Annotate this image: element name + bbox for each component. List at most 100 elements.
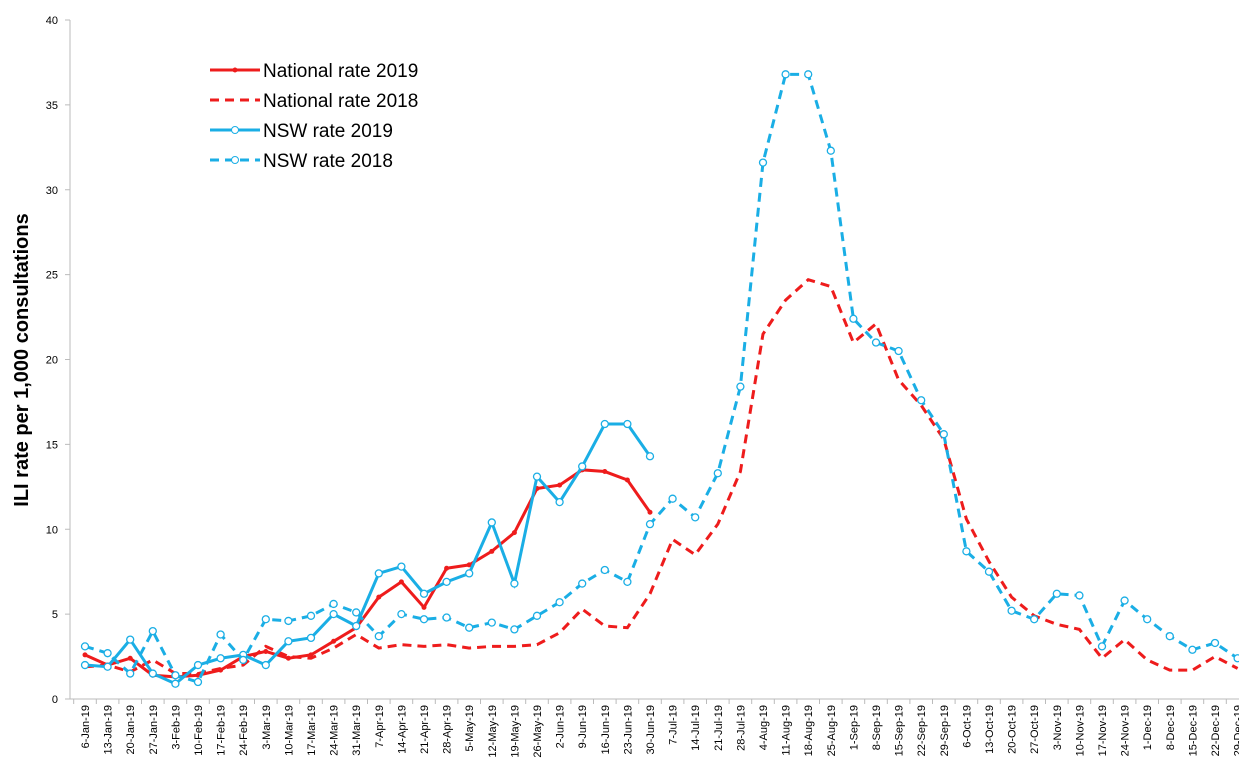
- point: [306, 633, 316, 643]
- x-tick-label: 15-Sep-19: [894, 705, 906, 756]
- x-tick-label: 28-Jul-19: [735, 705, 747, 751]
- point: [148, 669, 157, 678]
- y-axis-label: ILI rate per 1,000 consultations: [11, 213, 33, 506]
- series-line: [84, 422, 652, 686]
- point: [578, 462, 587, 471]
- point: [419, 589, 429, 598]
- x-tick-label: 28-Apr-19: [442, 705, 454, 754]
- x-tick-label: 17-Mar-19: [306, 705, 318, 756]
- legend-label: NSW rate 2019: [263, 121, 393, 142]
- point: [691, 513, 700, 522]
- point: [532, 472, 542, 481]
- point: [487, 518, 496, 527]
- point: [421, 604, 427, 610]
- x-tick-label: 7-Jul-19: [668, 705, 680, 745]
- x-tick-label: 6-Jan-19: [80, 705, 92, 748]
- point: [511, 530, 517, 536]
- point: [419, 615, 429, 624]
- point: [804, 70, 813, 79]
- point: [398, 579, 404, 585]
- x-tick-label: 24-Mar-19: [329, 705, 341, 756]
- point: [510, 625, 519, 634]
- point: [623, 419, 632, 429]
- point: [645, 452, 655, 461]
- x-tick-label: 13-Oct-19: [984, 705, 996, 754]
- point: [466, 562, 472, 568]
- point: [758, 158, 768, 167]
- point: [127, 655, 133, 661]
- point: [285, 655, 291, 661]
- point: [216, 654, 225, 663]
- point: [645, 520, 655, 529]
- point: [578, 579, 587, 588]
- point: [1007, 606, 1016, 615]
- point: [487, 618, 496, 627]
- legend: National rate 2019 National rate 2018 NSW …: [165, 52, 500, 182]
- x-tick-label: 1-Dec-19: [1142, 705, 1154, 750]
- point: [261, 615, 270, 624]
- x-tick-label: 4-Aug-19: [758, 705, 770, 750]
- x-tick-label: 3-Mar-19: [261, 705, 273, 750]
- y-tick-label: 25: [46, 270, 58, 282]
- legend-label: National rate 2019: [263, 61, 418, 82]
- point: [306, 611, 316, 620]
- x-tick-label: 20-Oct-19: [1007, 705, 1019, 754]
- y-tick-label: 40: [46, 15, 58, 27]
- point: [510, 579, 519, 588]
- x-tick-label: 19-May-19: [509, 705, 521, 758]
- point: [80, 642, 90, 651]
- point: [1165, 632, 1174, 641]
- point: [329, 599, 338, 609]
- point: [1210, 638, 1220, 648]
- point: [261, 660, 270, 670]
- point: [397, 562, 406, 571]
- point: [1120, 596, 1129, 605]
- point: [352, 621, 361, 631]
- point: [1075, 591, 1084, 600]
- y-tick-label: 0: [52, 694, 58, 706]
- point: [532, 611, 542, 620]
- x-tick-label: 5-May-19: [464, 705, 476, 751]
- y-tick-label: 30: [46, 185, 58, 197]
- legend-marker: [231, 156, 239, 164]
- x-tick-label: 15-Dec-19: [1187, 705, 1199, 756]
- x-tick-label: 8-Sep-19: [871, 705, 883, 750]
- point: [263, 648, 269, 654]
- point: [1097, 642, 1107, 651]
- y-tick-label: 10: [46, 524, 58, 536]
- x-tick-label: 25-Aug-19: [826, 705, 838, 756]
- point: [126, 669, 135, 678]
- x-tick-label: 27-Oct-19: [1029, 705, 1041, 754]
- x-tick-label: 23-Jun-19: [622, 705, 634, 755]
- x-tick-label: 27-Jan-19: [148, 705, 160, 755]
- point: [917, 396, 926, 405]
- x-tick-label: 22-Dec-19: [1210, 705, 1222, 756]
- point: [329, 609, 338, 619]
- y-tick-label: 5: [52, 609, 58, 621]
- x-tick-label: 12-May-19: [487, 705, 499, 758]
- x-tick-label: 17-Nov-19: [1097, 705, 1109, 756]
- legend-label: National rate 2018: [263, 91, 418, 112]
- point: [103, 662, 112, 671]
- x-tick-label: 10-Nov-19: [1074, 705, 1086, 756]
- x-tick-label: 1-Sep-19: [848, 705, 860, 750]
- point: [80, 660, 90, 670]
- legend-label: NSW rate 2018: [263, 151, 393, 172]
- x-tick-label: 6-Oct-19: [961, 705, 973, 748]
- point: [442, 613, 451, 622]
- point: [216, 630, 225, 639]
- point: [647, 509, 653, 515]
- point: [557, 482, 563, 488]
- point: [962, 547, 971, 556]
- x-tick-label: 21-Jul-19: [713, 705, 725, 751]
- point: [600, 565, 609, 575]
- x-tick-label: 30-Jun-19: [645, 705, 657, 755]
- point: [171, 679, 180, 688]
- point: [103, 649, 112, 658]
- x-tick-label: 11-Aug-19: [781, 705, 793, 756]
- x-tick-label: 31-Mar-19: [351, 705, 363, 756]
- x-tick-label: 7-Apr-19: [374, 705, 386, 748]
- point: [171, 671, 180, 680]
